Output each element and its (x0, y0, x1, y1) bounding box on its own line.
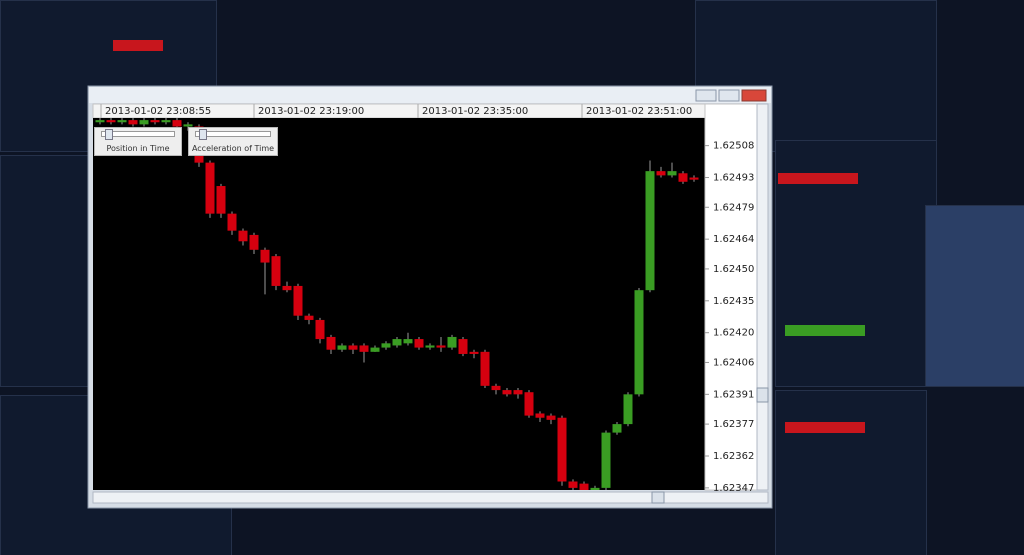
candle-body (502, 390, 512, 395)
y-tick-label: 1.62377 (713, 419, 754, 430)
y-tick-label: 1.62464 (713, 234, 754, 245)
title-bar (89, 87, 771, 103)
candle-body (425, 345, 435, 348)
candle-body (304, 315, 314, 320)
time-label: 2013-01-02 23:08:55 (105, 106, 211, 117)
candle-body (524, 392, 534, 416)
candle-body (205, 162, 215, 214)
candle-body (678, 173, 688, 182)
candle-body (447, 336, 457, 348)
slider-label: Position in Time (106, 144, 170, 153)
candle-body (139, 120, 149, 125)
candle-body (491, 385, 501, 391)
y-tick-label: 1.62479 (713, 202, 754, 213)
time-label: 2013-01-02 23:51:00 (586, 106, 692, 117)
maximize-button[interactable] (718, 89, 740, 102)
horizontal-scrollbar[interactable] (92, 491, 769, 504)
y-tick-label: 1.62450 (713, 264, 754, 275)
background-panel (0, 155, 92, 387)
candle-body (557, 417, 567, 482)
candle-body (634, 290, 644, 395)
vertical-scrollbar[interactable] (756, 103, 769, 491)
candle-body (381, 343, 391, 348)
candle-body (106, 120, 116, 123)
background-panel (925, 205, 1024, 387)
candle-body (392, 339, 402, 346)
candle-body (414, 339, 424, 348)
candle-body (403, 339, 413, 344)
price-axis (704, 103, 758, 491)
y-tick-label: 1.62362 (713, 451, 754, 462)
slider-track (195, 131, 271, 137)
axis-labels: 1.62508 1.62493 1.62479 1.62464 1.62450 1.624… (100, 104, 754, 494)
background-highlight (785, 422, 865, 433)
candle-body (150, 120, 160, 123)
y-tick-label: 1.62347 (713, 483, 754, 494)
candle-body (436, 345, 446, 348)
candle-body (326, 336, 336, 350)
candle-body (480, 351, 490, 386)
candle-body (458, 339, 468, 354)
candle-body (95, 120, 105, 123)
candle-body (282, 285, 292, 291)
candle-body (238, 230, 248, 242)
candle-body (128, 120, 138, 125)
candle-body (348, 345, 358, 350)
time-label: 2013-01-02 23:19:00 (258, 106, 364, 117)
position-slider[interactable]: Position in Time (94, 127, 182, 156)
candle-body (656, 171, 666, 176)
candle-body (546, 415, 556, 420)
candle-body (161, 120, 171, 123)
slider-label: Acceleration of Time (191, 144, 275, 153)
y-tick-label: 1.62435 (713, 296, 754, 307)
candle-body (337, 345, 347, 350)
candle-body (623, 394, 633, 425)
candle-body (260, 249, 270, 263)
minimize-button[interactable] (695, 89, 717, 102)
plot-area (93, 118, 705, 490)
candle-body (249, 234, 259, 250)
slider-track (101, 131, 175, 137)
scroll-thumb[interactable] (756, 387, 769, 403)
candle-body (513, 390, 523, 395)
candle-body (469, 351, 479, 354)
background-highlight (785, 325, 865, 336)
candle-body (172, 120, 182, 127)
candle-body (216, 186, 226, 214)
background-panel (775, 390, 927, 555)
candle-body (370, 347, 380, 352)
y-tick-label: 1.62391 (713, 389, 754, 400)
candle-body (590, 487, 600, 490)
candle-body (612, 424, 622, 433)
candle-body (227, 213, 237, 231)
candle-body (645, 171, 655, 291)
scroll-thumb[interactable] (651, 491, 665, 504)
y-tick-label: 1.62508 (713, 141, 754, 152)
candle-body (315, 319, 325, 340)
candle-body (601, 432, 611, 488)
candle-body (271, 256, 281, 286)
candle-body (568, 481, 578, 488)
slider-knob[interactable] (105, 129, 113, 140)
slider-knob[interactable] (199, 129, 207, 140)
candle-body (579, 483, 589, 490)
candle-body (535, 413, 545, 418)
candle-body (689, 177, 699, 180)
y-tick-label: 1.62420 (713, 328, 754, 339)
candle-body (183, 124, 193, 127)
candle-body (667, 171, 677, 176)
acceleration-slider[interactable]: Acceleration of Time (188, 127, 278, 156)
close-button[interactable] (741, 89, 767, 102)
y-tick-label: 1.62406 (713, 357, 754, 368)
candle-body (359, 345, 369, 352)
background-highlight (778, 173, 858, 184)
candle-body (293, 285, 303, 316)
y-tick-label: 1.62493 (713, 173, 754, 184)
candle-body (117, 120, 127, 123)
time-label: 2013-01-02 23:35:00 (422, 106, 528, 117)
background-highlight (113, 40, 163, 51)
